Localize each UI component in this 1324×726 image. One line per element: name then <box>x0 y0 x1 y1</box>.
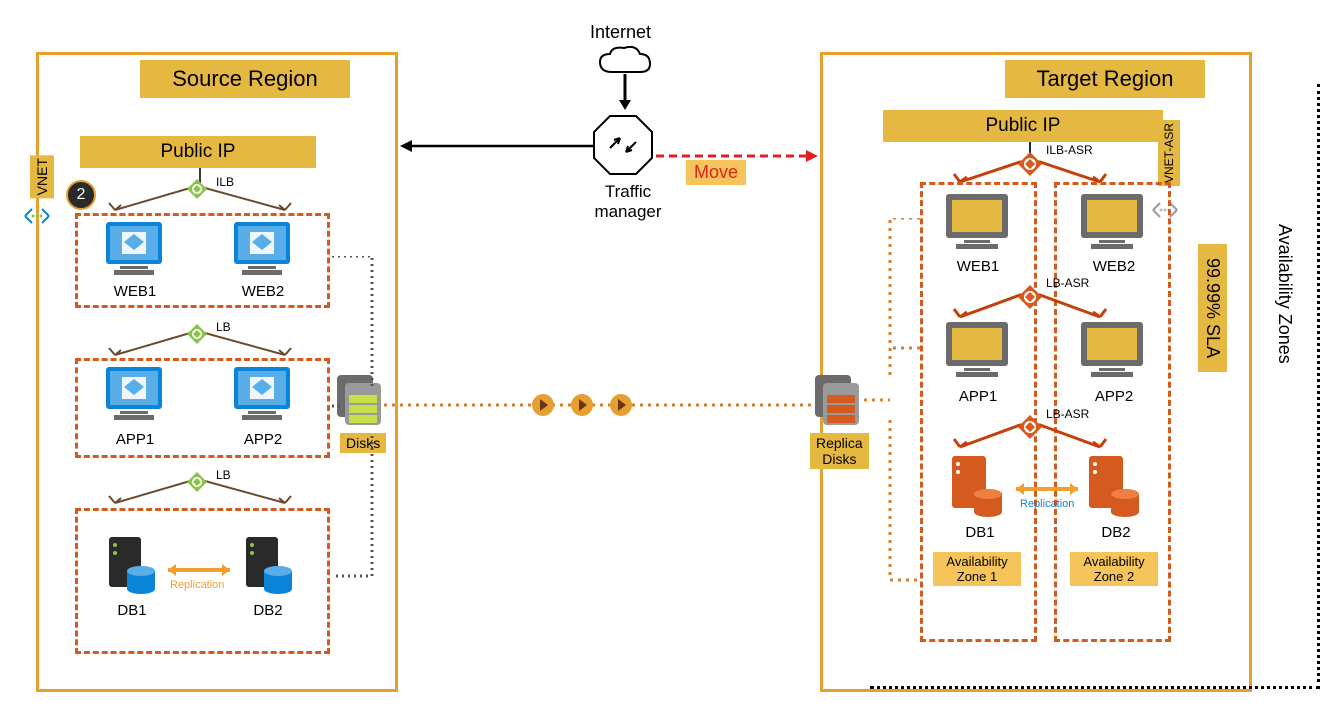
az1-label: Availability Zone 1 <box>933 552 1021 586</box>
tgt-web1: WEB1 <box>948 258 1008 275</box>
tgt-app2: APP2 <box>1084 388 1144 405</box>
source-lb2-label: LB <box>216 320 231 334</box>
tgt-db1: DB1 <box>950 524 1010 541</box>
source-lb3-label: LB <box>216 468 231 482</box>
az-vert-label: Availability Zones <box>1270 210 1299 378</box>
target-lb2-label: LB-ASR <box>1046 407 1089 421</box>
replica-disks-label: Replica Disks <box>810 433 869 469</box>
db1-icon <box>103 535 159 597</box>
src-dotted-lines <box>330 256 390 596</box>
cloud-to-tm-arrow <box>618 74 632 114</box>
source-db2: DB2 <box>238 602 298 619</box>
tgt-web1-icon <box>940 192 1016 256</box>
target-lb1-group <box>905 277 1155 323</box>
tgt-web2-icon <box>1075 192 1151 256</box>
source-ilb-label: ILB <box>216 175 234 189</box>
target-lb2-group <box>905 407 1155 453</box>
source-app2: APP2 <box>233 431 293 448</box>
source-lb3-group <box>85 463 315 508</box>
source-web1: WEB1 <box>105 283 165 300</box>
traffic-mgr-label: Traffic manager <box>593 182 663 222</box>
source-title: Source Region <box>140 60 350 98</box>
web2-vm-icon <box>228 220 296 282</box>
vnet-label: VNET <box>30 155 54 198</box>
replica-disks-icon <box>815 375 865 433</box>
target-public-ip: Public IP <box>883 110 1163 142</box>
source-app1: APP1 <box>105 431 165 448</box>
sla-label: 99.99% SLA <box>1198 244 1227 372</box>
source-ilb-group <box>85 165 315 220</box>
tgt-app2-icon <box>1075 320 1151 384</box>
db2-icon <box>240 535 296 597</box>
internet-label: Internet <box>590 22 651 43</box>
vnet-asr-label: VNET-ASR <box>1158 120 1180 186</box>
tgt-repl-label: Replication <box>1020 498 1074 510</box>
source-repl-arrow <box>160 560 238 580</box>
tgt-app1: APP1 <box>948 388 1008 405</box>
vnet-icon <box>22 206 52 231</box>
tgt-app1-icon <box>940 320 1016 384</box>
traffic-mgr-icon <box>590 112 656 178</box>
tgt-db2: DB2 <box>1086 524 1146 541</box>
app2-vm-icon <box>228 365 296 427</box>
tgt-db1-icon <box>948 454 1006 520</box>
tgt-web2: WEB2 <box>1084 258 1144 275</box>
replication-pipe <box>384 394 819 416</box>
app1-vm-icon <box>100 365 168 427</box>
source-public-ip: Public IP <box>80 136 316 168</box>
target-lb1-label: LB-ASR <box>1046 276 1089 290</box>
source-web2: WEB2 <box>233 283 293 300</box>
source-db1: DB1 <box>102 602 162 619</box>
tm-left-arrow <box>398 138 593 154</box>
tgt-repl-arrow <box>1008 480 1086 498</box>
target-ilb-label: ILB-ASR <box>1046 143 1093 157</box>
source-lb2-group <box>85 315 315 360</box>
source-repl-label: Replication <box>170 579 224 591</box>
az2-label: Availability Zone 2 <box>1070 552 1158 586</box>
move-label: Move <box>686 160 746 185</box>
web1-vm-icon <box>100 220 168 282</box>
tgt-db2-icon <box>1085 454 1143 520</box>
tgt-dotted-lines <box>862 218 932 584</box>
